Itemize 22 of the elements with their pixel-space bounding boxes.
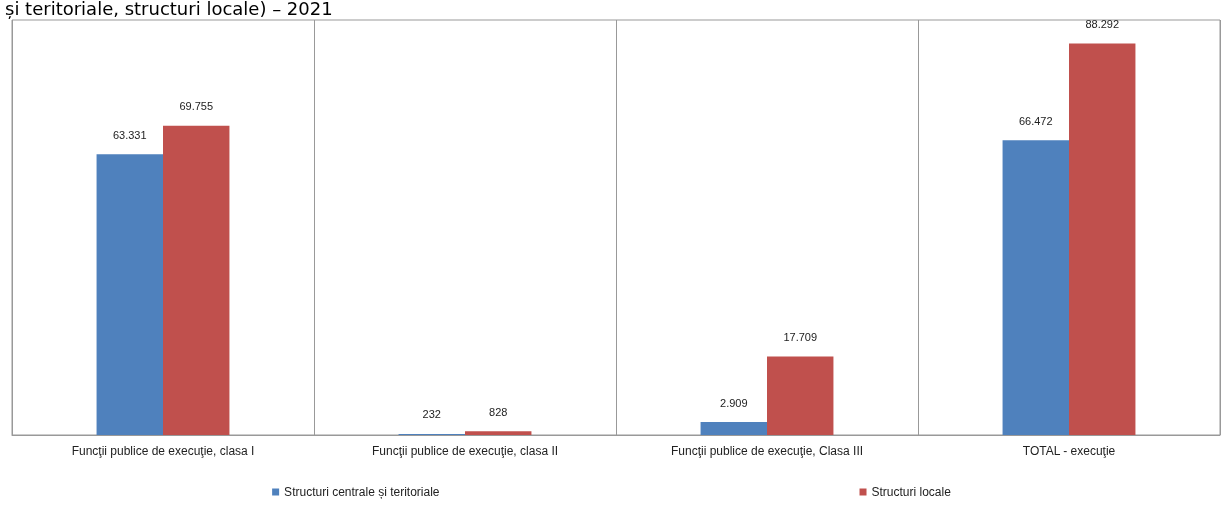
x-tick-label: Funcţii publice de execuţie, clasa II (371, 444, 559, 458)
data-label: 17.709 (783, 330, 818, 343)
bar (767, 356, 834, 435)
x-tick-label: Funcţii publice de execuţie, clasa I (71, 444, 255, 458)
data-label: 828 (489, 405, 508, 418)
data-label: 66.472 (1018, 114, 1053, 127)
bar (700, 422, 767, 435)
bar (96, 154, 163, 435)
bar (1002, 140, 1069, 435)
bar (1069, 43, 1136, 435)
x-tick-label: Funcţii publice de execuţie, Clasa III (670, 444, 864, 458)
x-tick-label: TOTAL - execuţie (1022, 444, 1116, 458)
data-label: 69.755 (179, 100, 214, 113)
data-label: 63.331 (112, 128, 147, 141)
data-label: 232 (422, 408, 441, 421)
legend-label: Structuri locale (871, 485, 952, 499)
bar (465, 431, 532, 435)
bar (163, 125, 230, 435)
legend-label: Structuri centrale și teritoriale (284, 485, 440, 499)
data-label: 2.909 (720, 396, 748, 409)
chart-title: și teritoriale, structuri locale) – 2021 (5, 0, 333, 19)
data-label: 88.292 (1085, 17, 1120, 30)
